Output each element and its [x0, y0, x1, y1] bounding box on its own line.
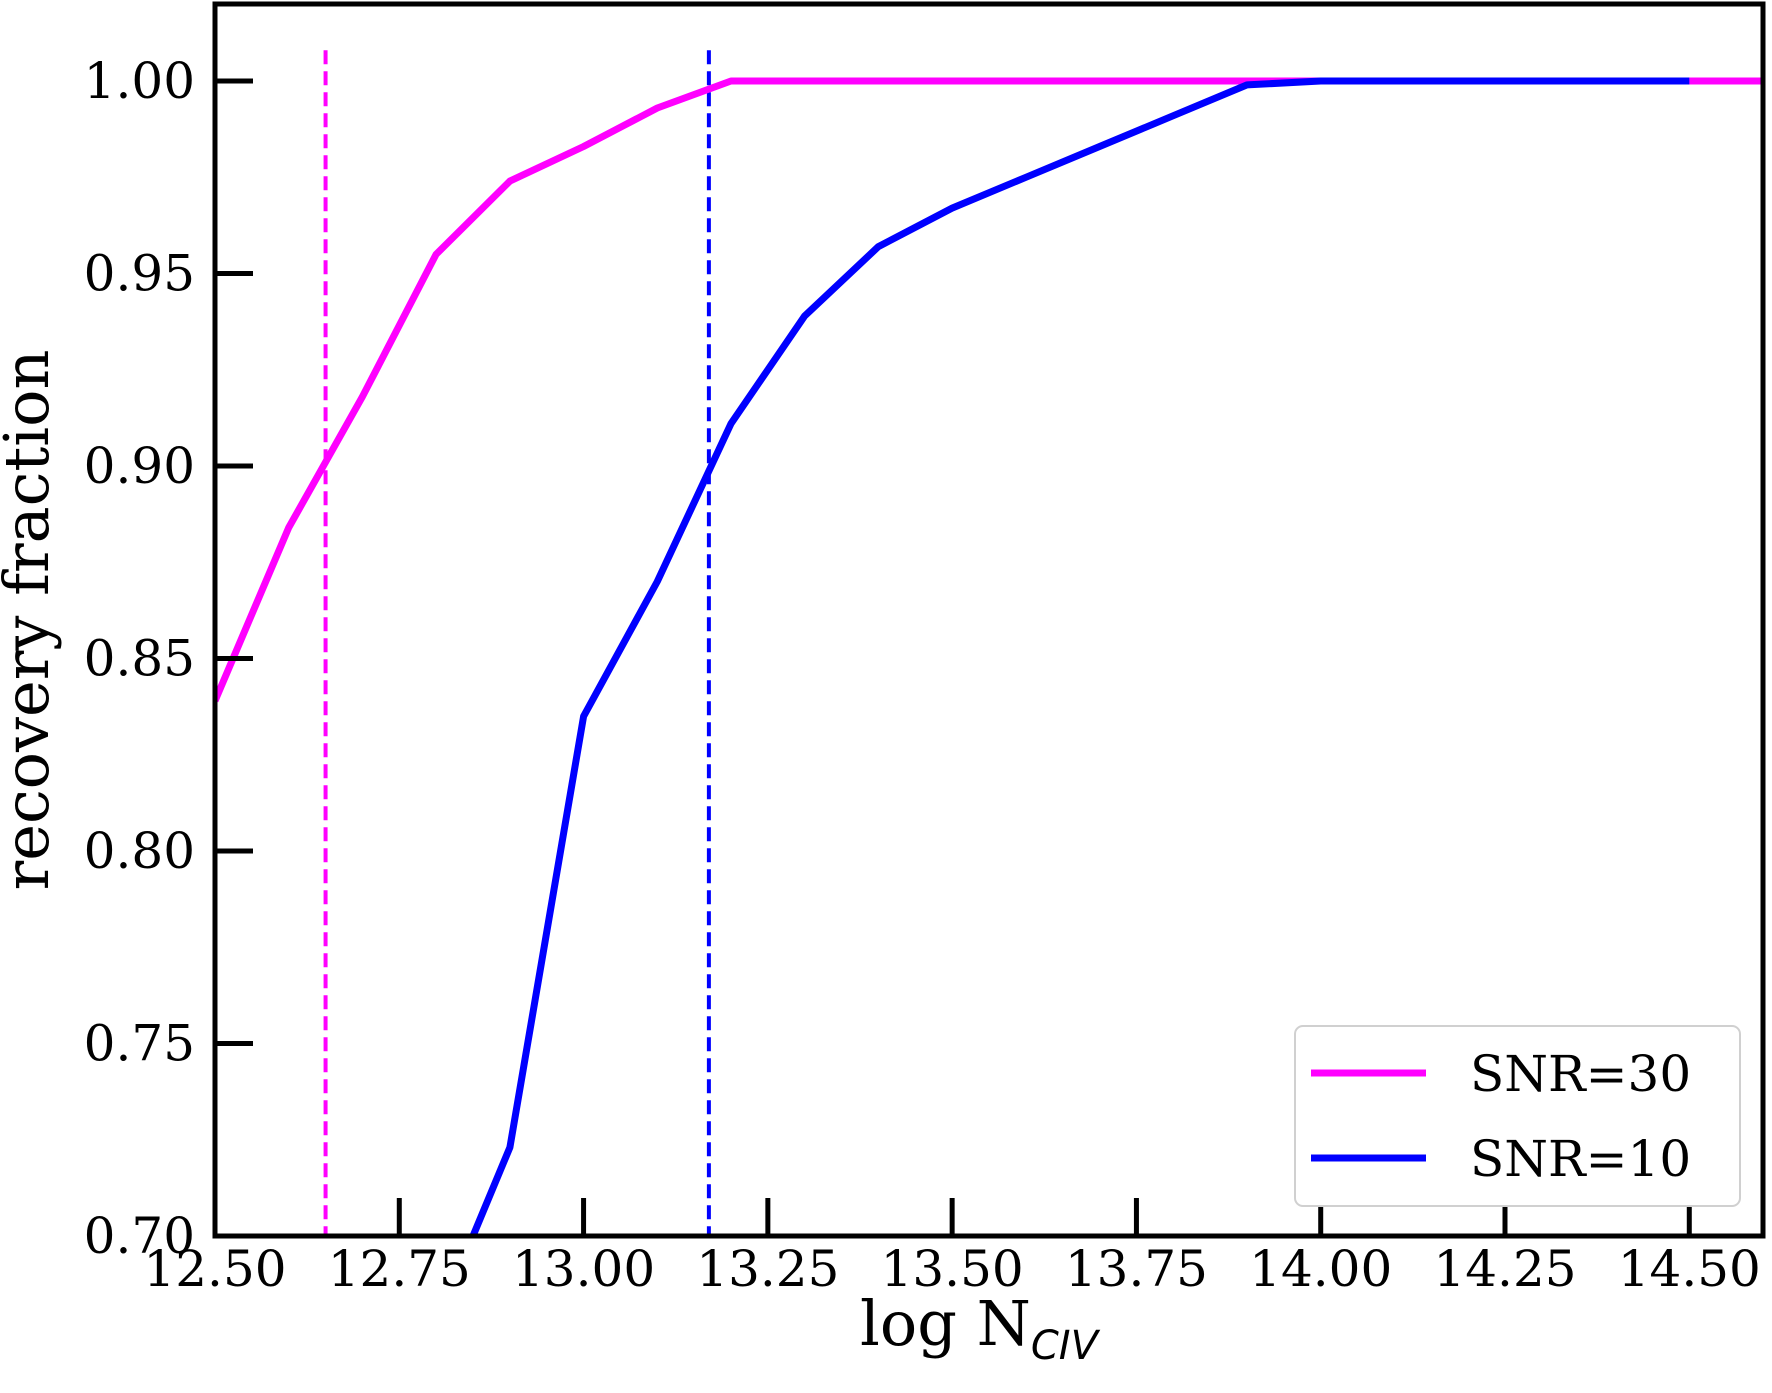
plot-frame: [212, 1, 1766, 1239]
x-tick-label: 14.25: [1433, 1240, 1576, 1298]
x-tick-label: 13.50: [881, 1240, 1024, 1298]
x-tick-label: 13.25: [696, 1240, 839, 1298]
x-tick-label: 13.00: [512, 1240, 655, 1298]
y-tick-label: 0.80: [84, 822, 195, 880]
series-lines: [215, 77, 1763, 1236]
threshold-lines: [323, 50, 711, 1236]
y-tick-label: 0.85: [84, 630, 195, 688]
series-line: [469, 77, 1690, 1236]
axis-ticks: 12.50 12.75 13.00 13.25 13.50 13.75 14.00 14.25…: [84, 52, 1761, 1298]
y-axis-label: recovery fraction: [0, 350, 63, 891]
y-tick-label: 1.00: [84, 52, 195, 110]
x-axis-label-subscript: CIV: [1031, 1323, 1101, 1369]
x-tick-label: 14.00: [1249, 1240, 1392, 1298]
x-tick-label: 14.50: [1618, 1240, 1761, 1298]
y-tick-label: 0.90: [84, 437, 195, 495]
x-axis-label: log NCIV: [860, 1287, 1101, 1369]
y-tick-label: 0.75: [84, 1015, 195, 1073]
y-tick-label: 0.70: [84, 1207, 195, 1265]
x-tick-label: 12.75: [328, 1240, 471, 1298]
x-tick-label: 12.50: [143, 1240, 286, 1298]
x-axis-label-main: log N: [860, 1287, 1031, 1360]
series-line: [215, 77, 1763, 703]
legend-label: SNR=10: [1470, 1130, 1691, 1188]
y-tick-label: 0.95: [84, 245, 195, 303]
legend: SNR=30 SNR=10: [1294, 1025, 1741, 1207]
x-tick-label: 13.75: [1065, 1240, 1208, 1298]
legend-label: SNR=30: [1470, 1045, 1691, 1103]
